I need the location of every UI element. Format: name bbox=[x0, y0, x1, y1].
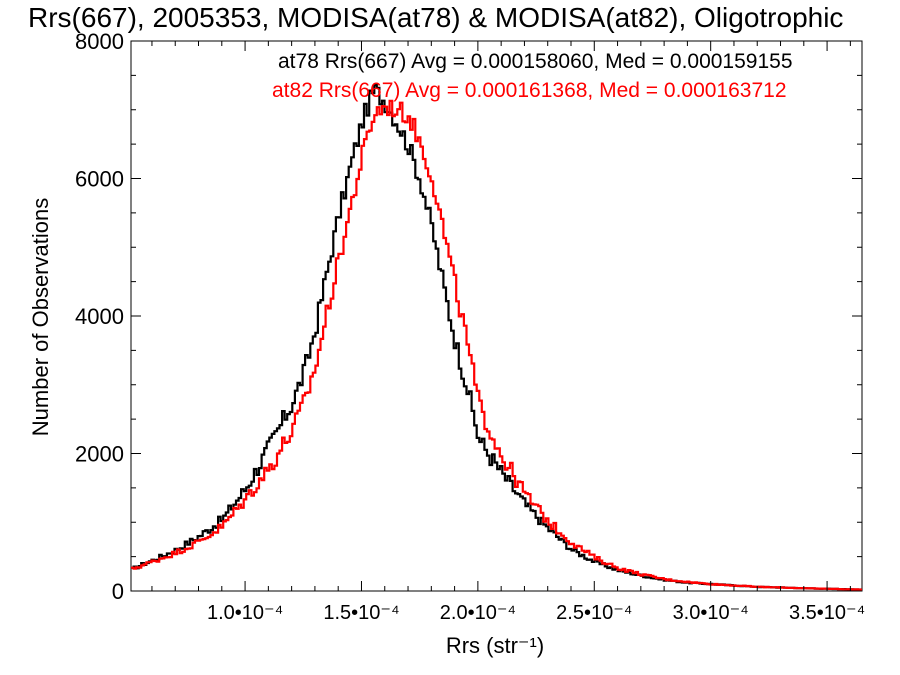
y-tick-label: 4000 bbox=[75, 304, 124, 329]
y-tick-label: 8000 bbox=[75, 29, 124, 54]
x-tick-label: 1.5•10⁻⁴ bbox=[323, 602, 399, 624]
y-axis-label: Number of Observations bbox=[28, 198, 53, 436]
chart-title: Rrs(667), 2005353, MODISA(at78) & MODISA… bbox=[28, 2, 843, 33]
x-tick-label: 2.0•10⁻⁴ bbox=[440, 602, 516, 624]
y-tick-label: 6000 bbox=[75, 167, 124, 192]
x-tick-label: 3.0•10⁻⁴ bbox=[673, 602, 749, 624]
y-tick-label: 0 bbox=[112, 579, 124, 604]
series-layer bbox=[131, 84, 862, 591]
series-line-at82 bbox=[131, 99, 862, 591]
y-tick-label: 2000 bbox=[75, 442, 124, 467]
series-line-at78 bbox=[131, 84, 862, 591]
legend-entry-at78: at78 Rrs(667) Avg = 0.000158060, Med = 0… bbox=[278, 50, 793, 73]
x-tick-label: 3.5•10⁻⁴ bbox=[789, 602, 865, 624]
legend-entry-at82: at82 Rrs(667) Avg = 0.000161368, Med = 0… bbox=[272, 79, 787, 102]
axis-ticks: 0 2000 4000 6000 8000 1.0•10⁻⁴ 1.5•10⁻⁴ 2.0•10⁻… bbox=[75, 29, 865, 624]
x-tick-label: 1.0•10⁻⁴ bbox=[207, 602, 283, 624]
x-axis-label: Rrs (str⁻¹) bbox=[446, 633, 544, 658]
x-tick-label: 2.5•10⁻⁴ bbox=[556, 602, 632, 624]
